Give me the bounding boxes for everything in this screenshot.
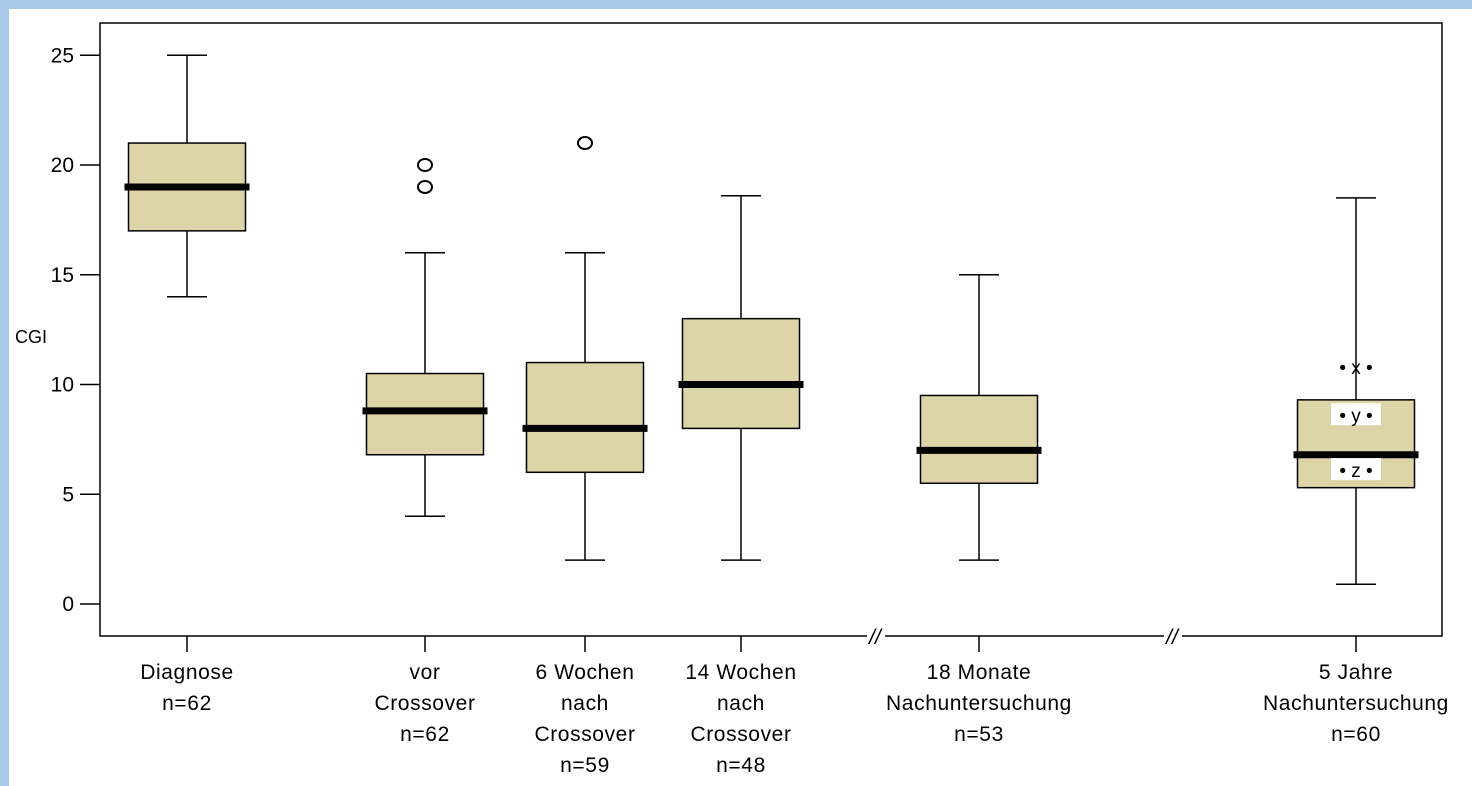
x-category-label-line: Nachuntersuchung [1263,692,1449,715]
x-category-label-line: vor [410,661,441,684]
x-category-label-line: nach [561,692,609,715]
annotation-background [1331,403,1381,426]
outlier-point [577,136,593,151]
x-category-label-line: Crossover [534,723,635,746]
x-category-label: Diagnose n=62 [140,661,234,715]
y-tick-label: 15 [51,264,74,287]
y-axis-label: CGI [15,327,47,347]
x-category-label-line: n=62 [162,692,212,715]
y-tick-label: 25 [51,44,74,67]
x-category-label-line: 18 Monate [927,661,1032,684]
annotation-label: • y • [1339,406,1372,427]
box-iqr [919,394,1039,485]
y-tick-label: 10 [51,374,74,397]
x-category-label-line: 14 Wochen [685,661,796,684]
box-plot-chart: 0 5 10 15 20 25 CGI Diagnose n=62 vor Crossover n=6… [15,22,1449,777]
chart-frame: 0 5 10 15 20 25 CGI Diagnose n=62 vor Crossover n=6… [9,9,1472,786]
x-category-label: 5 Jahre Nachuntersuchung n=60 [1263,661,1449,746]
x-category-label-line: Crossover [374,692,475,715]
box-iqr [525,361,645,474]
annotation-background [1331,458,1381,481]
x-category-label-line: n=60 [1331,723,1381,746]
axis-break-gap [867,632,885,640]
axis-break-marker: // [867,626,883,649]
x-category-label-line: 6 Wochen [536,661,635,684]
x-category-label: vor Crossover n=62 [374,661,475,746]
x-category-label-line: Nachuntersuchung [886,692,1072,715]
x-category-label: 18 Monate Nachuntersuchung n=53 [886,661,1072,746]
x-category-label-line: n=48 [716,754,766,777]
annotation-label: • z • [1339,461,1372,482]
axis-break-gap [1164,632,1182,640]
plot-area-border [99,22,1443,637]
y-tick-label: 5 [62,483,74,506]
x-category-label-line: Diagnose [140,661,234,684]
outlier-point [417,158,433,172]
outlier-point [417,179,433,194]
annotation-label: • x • [1339,358,1372,379]
box-iqr [681,317,801,430]
x-category-label: 14 Wochen nach Crossover n=48 [685,661,796,777]
x-category-label-line: 5 Jahre [1319,661,1393,684]
x-category-label-line: Crossover [690,723,791,746]
x-category-label-line: n=53 [954,723,1004,746]
x-category-label: 6 Wochen nach Crossover n=59 [534,661,635,777]
axis-break-marker: // [1164,626,1180,649]
y-tick-label: 0 [62,593,74,616]
x-category-label-line: n=62 [400,723,450,746]
y-tick-label: 20 [51,154,74,177]
x-category-label-line: n=59 [560,754,610,777]
x-category-label-line: nach [717,692,765,715]
